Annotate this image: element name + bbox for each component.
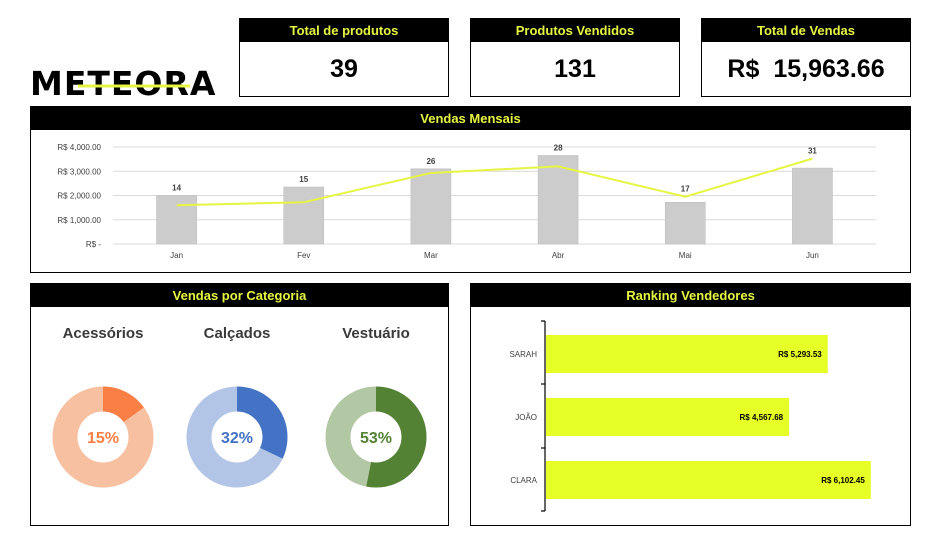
kpi-total-produtos: Total de produtos 39: [239, 18, 449, 97]
bar-mar: [410, 168, 452, 245]
seller-bar: [546, 335, 828, 373]
seller-name: SARAH: [509, 350, 537, 359]
x-tick-label: Mar: [424, 251, 438, 260]
logo-text: METEORA: [30, 64, 216, 102]
y-tick-label: R$ 1,000.00: [57, 216, 101, 225]
x-tick-label: Fev: [297, 251, 310, 260]
seller-name: CLARA: [510, 476, 537, 485]
data-label: 17: [681, 185, 690, 194]
seller-ranking-title: Ranking Vendedores: [471, 284, 910, 307]
bar-mai: [664, 201, 706, 245]
kpi-total-vendas: Total de Vendas R$ 15,963.66: [701, 18, 911, 97]
kpi-value-container: R$ 15,963.66: [702, 42, 910, 96]
bar-jan: [156, 195, 197, 245]
kpi-value: 131: [554, 55, 596, 83]
sales-count-line: [176, 157, 813, 207]
category-label: Acessórios: [63, 325, 144, 342]
bar-jun: [792, 167, 833, 245]
kpi-value: 15,963.66: [773, 55, 885, 83]
y-tick-label: R$ 4,000.00: [57, 143, 101, 152]
data-label: 28: [554, 143, 563, 152]
seller-bar: [546, 398, 790, 436]
monthly-sales-panel: Vendas Mensais R$ - R$ 1,000.00 R$ 2,000.0…: [30, 106, 911, 273]
kpi-title: Total de Vendas: [702, 19, 910, 42]
category-sales-panel: Vendas por Categoria Acessórios 15% Calçad…: [30, 283, 449, 526]
kpi-produtos-vendidos: Produtos Vendidos 131: [470, 18, 680, 97]
data-label: 15: [299, 175, 308, 184]
y-tick-label: R$ 3,000.00: [57, 167, 101, 176]
x-tick-label: Mai: [679, 251, 692, 260]
monthly-sales-title: Vendas Mensais: [31, 107, 910, 130]
kpi-currency: R$: [727, 55, 760, 83]
donut-percent: 32%: [221, 430, 253, 447]
category-label: Vestuário: [342, 325, 410, 342]
seller-ranking-panel: Ranking Vendedores SARAH R$ 5,293.53 JOÃO R…: [470, 283, 911, 526]
category-sales-title: Vendas por Categoria: [31, 284, 448, 307]
donut-percent: 15%: [87, 430, 119, 447]
donut-slice: [186, 386, 288, 488]
donut-percent: 53%: [360, 430, 392, 447]
seller-value: R$ 4,567.68: [740, 413, 784, 422]
category-label: Calçados: [204, 325, 271, 342]
seller-ranking-chart: SARAH R$ 5,293.53 JOÃO R$ 4,567.68 CLARA R$ 6…: [509, 320, 871, 512]
seller-value: R$ 6,102.45: [821, 476, 865, 485]
y-tick-label: R$ -: [86, 240, 101, 249]
donut-slice: [52, 386, 154, 488]
kpi-value: 39: [330, 55, 358, 83]
data-label: 31: [808, 147, 817, 156]
donut-slice: [325, 386, 427, 488]
x-tick-label: Jan: [170, 251, 183, 260]
meteora-logo: METEORA: [30, 64, 216, 102]
kpi-title: Produtos Vendidos: [471, 19, 679, 42]
monthly-sales-chart: R$ - R$ 1,000.00 R$ 2,000.00 R$ 3,000.00 R$ …: [57, 143, 876, 260]
seller-name: JOÃO: [515, 413, 537, 422]
bar-fev: [283, 186, 325, 245]
category-donuts: Acessórios 15% Calçados 32% Vestuário 53%: [52, 325, 427, 488]
kpi-title: Total de produtos: [240, 19, 448, 42]
x-tick-label: Abr: [552, 251, 565, 260]
seller-bar: [546, 461, 871, 499]
data-label: 26: [426, 157, 435, 166]
y-tick-label: R$ 2,000.00: [57, 192, 101, 201]
seller-value: R$ 5,293.53: [778, 350, 822, 359]
data-label: 14: [172, 184, 181, 193]
x-tick-label: Jun: [806, 251, 819, 260]
